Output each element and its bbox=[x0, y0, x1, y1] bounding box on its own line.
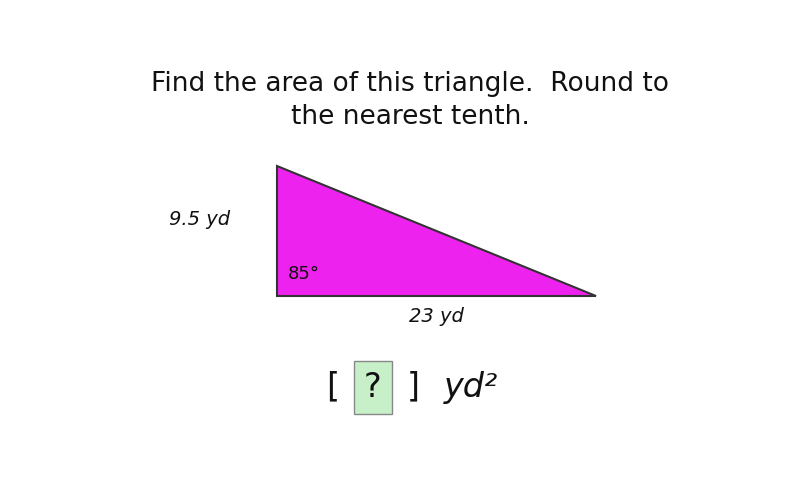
Text: 9.5 yd: 9.5 yd bbox=[169, 210, 230, 229]
Text: 85°: 85° bbox=[288, 265, 320, 283]
Polygon shape bbox=[277, 166, 596, 296]
Text: [: [ bbox=[326, 370, 339, 404]
Text: yd²: yd² bbox=[444, 370, 498, 404]
Text: 23 yd: 23 yd bbox=[409, 307, 464, 326]
Text: ?: ? bbox=[364, 370, 382, 404]
Text: the nearest tenth.: the nearest tenth. bbox=[290, 104, 530, 130]
Text: ]: ] bbox=[406, 370, 420, 404]
Text: Find the area of this triangle.  Round to: Find the area of this triangle. Round to bbox=[151, 71, 669, 97]
